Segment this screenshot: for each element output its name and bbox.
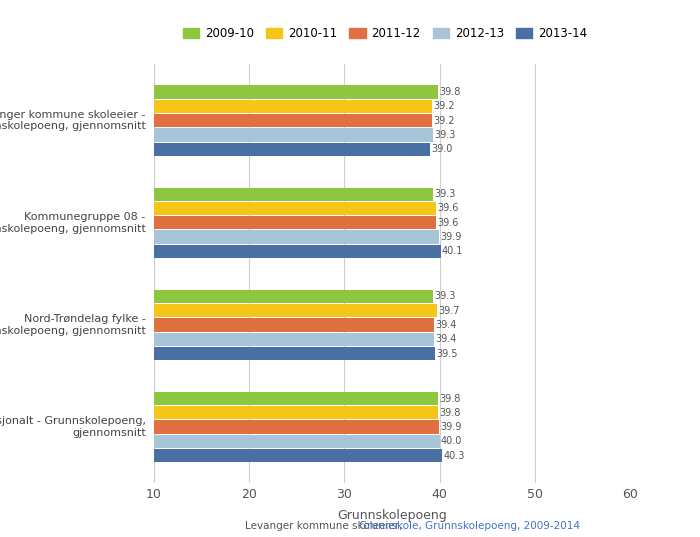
Bar [59, 420, 439, 434]
Bar [59, 216, 436, 229]
Text: 40.1: 40.1 [442, 246, 463, 256]
Text: 39.6: 39.6 [438, 204, 458, 214]
Text: Levanger kommune skoleeier,: Levanger kommune skoleeier, [245, 520, 406, 531]
Bar [59, 100, 432, 113]
Bar [59, 332, 434, 346]
Bar [59, 142, 430, 156]
Bar [59, 392, 438, 405]
Text: 40.0: 40.0 [441, 437, 463, 446]
Bar [59, 202, 436, 215]
Text: 39.6: 39.6 [438, 218, 458, 228]
Bar [59, 449, 442, 462]
Text: 39.2: 39.2 [433, 115, 455, 126]
Bar [59, 128, 433, 142]
Text: 39.8: 39.8 [439, 394, 461, 403]
Text: 39.3: 39.3 [435, 189, 456, 199]
Bar [59, 245, 440, 258]
Legend: 2009-10, 2010-11, 2011-12, 2012-13, 2013-14: 2009-10, 2010-11, 2011-12, 2012-13, 2013… [178, 22, 592, 45]
Bar [59, 114, 432, 127]
Text: 39.8: 39.8 [439, 87, 461, 97]
Bar [59, 230, 439, 244]
Text: Grunnskole, Grunnskolepoeng, 2009-2014: Grunnskole, Grunnskolepoeng, 2009-2014 [358, 520, 580, 531]
Text: 39.0: 39.0 [431, 144, 453, 154]
Bar [59, 187, 433, 201]
Text: 39.4: 39.4 [435, 320, 456, 330]
Text: 39.3: 39.3 [435, 292, 456, 301]
Bar [59, 304, 437, 317]
Text: 39.8: 39.8 [439, 408, 461, 418]
Bar [59, 289, 433, 303]
Text: 39.5: 39.5 [436, 349, 458, 359]
X-axis label: Grunnskolepoeng: Grunnskolepoeng [337, 510, 447, 523]
Bar [59, 85, 438, 99]
Text: 40.3: 40.3 [444, 451, 466, 461]
Bar [59, 347, 435, 360]
Bar [59, 406, 438, 419]
Text: 39.2: 39.2 [433, 101, 455, 111]
Text: 39.3: 39.3 [435, 130, 456, 140]
Text: 39.9: 39.9 [440, 232, 461, 242]
Bar [59, 318, 434, 332]
Text: 39.9: 39.9 [440, 422, 461, 432]
Text: 39.7: 39.7 [438, 306, 460, 316]
Text: 39.4: 39.4 [435, 334, 456, 344]
Bar [59, 435, 440, 448]
